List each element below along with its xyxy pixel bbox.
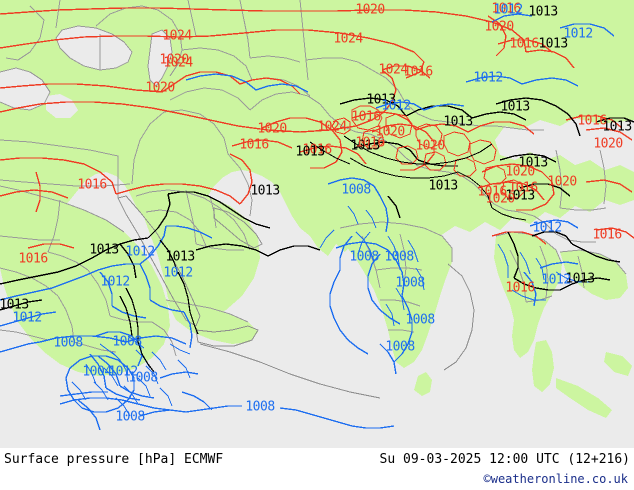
isobar-label: 1013 [505, 188, 535, 204]
isobar-1024 [0, 29, 431, 133]
isobar-label: 1013 [250, 183, 280, 199]
isobar-label: 1020 [484, 19, 514, 35]
isobar-label: 1012 [381, 98, 411, 114]
isobar-fine-blue [319, 205, 590, 327]
isobar-label: 1008 [385, 339, 415, 355]
isobar-label: 1008 [384, 249, 414, 265]
isobar-1012 [0, 13, 615, 399]
isobar-label: 1016 [239, 137, 269, 153]
isobar-label: 1016 [592, 227, 622, 243]
isobar-label: 1016 [302, 142, 332, 158]
copyright-notice: ©weatheronline.co.uk [483, 472, 629, 486]
isobar-label: 1008 [245, 399, 275, 415]
isobar-label: 1008 [115, 409, 145, 425]
isobar-label: 1016 [509, 36, 539, 52]
isobar-label: 1012 [563, 26, 593, 42]
isobar-label: 1013 [350, 138, 380, 154]
isobar-label: 1013 [295, 144, 325, 160]
isobar-label: 1024 [333, 31, 363, 47]
isobar-label: 1008 [341, 182, 371, 198]
map-footer: Surface pressure [hPa] ECMWF Su 09-03-20… [0, 448, 634, 490]
isobar-dense-himalaya [331, 105, 525, 199]
isobar-label: 1013 [528, 4, 558, 20]
isobar-label: 1013 [366, 92, 396, 108]
isobar-label: 1016 [351, 109, 381, 125]
isobar-label: 1016 [403, 64, 433, 80]
isobar-label: 1016 [18, 251, 48, 267]
isobar-label: 1020 [547, 174, 577, 190]
surface-pressure-map[interactable]: 1020 1024 1016 1013 1012 1024 1020 1024 1020 1020… [0, 0, 634, 448]
isobar-label: 1012 [108, 364, 138, 380]
isobar-label: 1012 [541, 272, 571, 288]
isobar-label: 1012 [532, 220, 562, 236]
isobar-label: 1013 [0, 297, 29, 313]
isobar-label: 1013 [518, 155, 548, 171]
isobar-label: 1008 [395, 275, 425, 291]
isobar-label: 1013 [565, 271, 595, 287]
isobar-label: 1008 [128, 370, 158, 386]
isobar-label: 1020 [375, 124, 405, 140]
isobar-label: 1020 [159, 52, 189, 68]
isobar-label: 1013 [165, 249, 195, 265]
isobar-label: 1013 [443, 114, 473, 130]
isobar-label: 1012 [12, 310, 42, 326]
product-title: Surface pressure [hPa] ECMWF [4, 452, 224, 467]
isobar-label: 1020 [145, 80, 175, 96]
isobar-label: 1020 [485, 191, 515, 207]
isobar-fine-blue-africa [71, 335, 191, 417]
isobar-label: 1013 [89, 242, 119, 258]
isobar-label: 1016 [477, 184, 507, 200]
isobar-label: 1016 [355, 135, 385, 151]
isobar-1020 [0, 7, 633, 249]
isobar-label: 1024 [317, 119, 347, 135]
isobar-label: 1013 [602, 119, 632, 135]
isobar-label: 1008 [349, 249, 379, 265]
coastline-layer [117, 195, 475, 399]
isobar-label: 1013 [500, 99, 530, 115]
isobar-label: 1024 [163, 55, 193, 71]
isobar-1008 [0, 177, 413, 431]
isobar-label: 1020 [355, 2, 385, 18]
isobar-label: 1020 [593, 136, 623, 152]
isobar-dense-himalaya-black [309, 135, 527, 221]
isobar-label: 1016 [491, 1, 521, 17]
isobar-label: 1004 [82, 364, 112, 380]
isobar-label: 1016 [77, 177, 107, 193]
isobar-label: 1012 [100, 274, 130, 290]
isobar-label: 1020 [415, 138, 445, 154]
isobar-label: 1008 [405, 312, 435, 328]
isobar-label: 1024 [162, 28, 192, 44]
isobar-label: 1024 [378, 62, 408, 78]
isobar-label: 1013 [538, 36, 568, 52]
map-canvas [0, 0, 634, 431]
isobar-label: 1020 [505, 164, 535, 180]
isobar-1013 [0, 97, 634, 311]
isobar-label: 1008 [112, 334, 142, 350]
isobar-label: 1012 [473, 70, 503, 86]
isobar-label: 1016 [505, 280, 535, 296]
isobar-label: 1020 [257, 121, 287, 137]
isobar-1016 [0, 39, 634, 245]
forecast-valid-time: Su 09-03-2025 12:00 UTC (12+216) [379, 452, 630, 467]
isobar-label: 1008 [53, 335, 83, 351]
isobar-label: 1012 [493, 2, 523, 18]
isobar-rift-black [119, 239, 199, 373]
isobar-label: 1016 [577, 113, 607, 129]
isobar-label: 1012 [163, 265, 193, 281]
isobar-label: 1016 [508, 180, 538, 196]
isobar-label: 1012 [125, 244, 155, 260]
isobar-label: 1013 [428, 178, 458, 194]
